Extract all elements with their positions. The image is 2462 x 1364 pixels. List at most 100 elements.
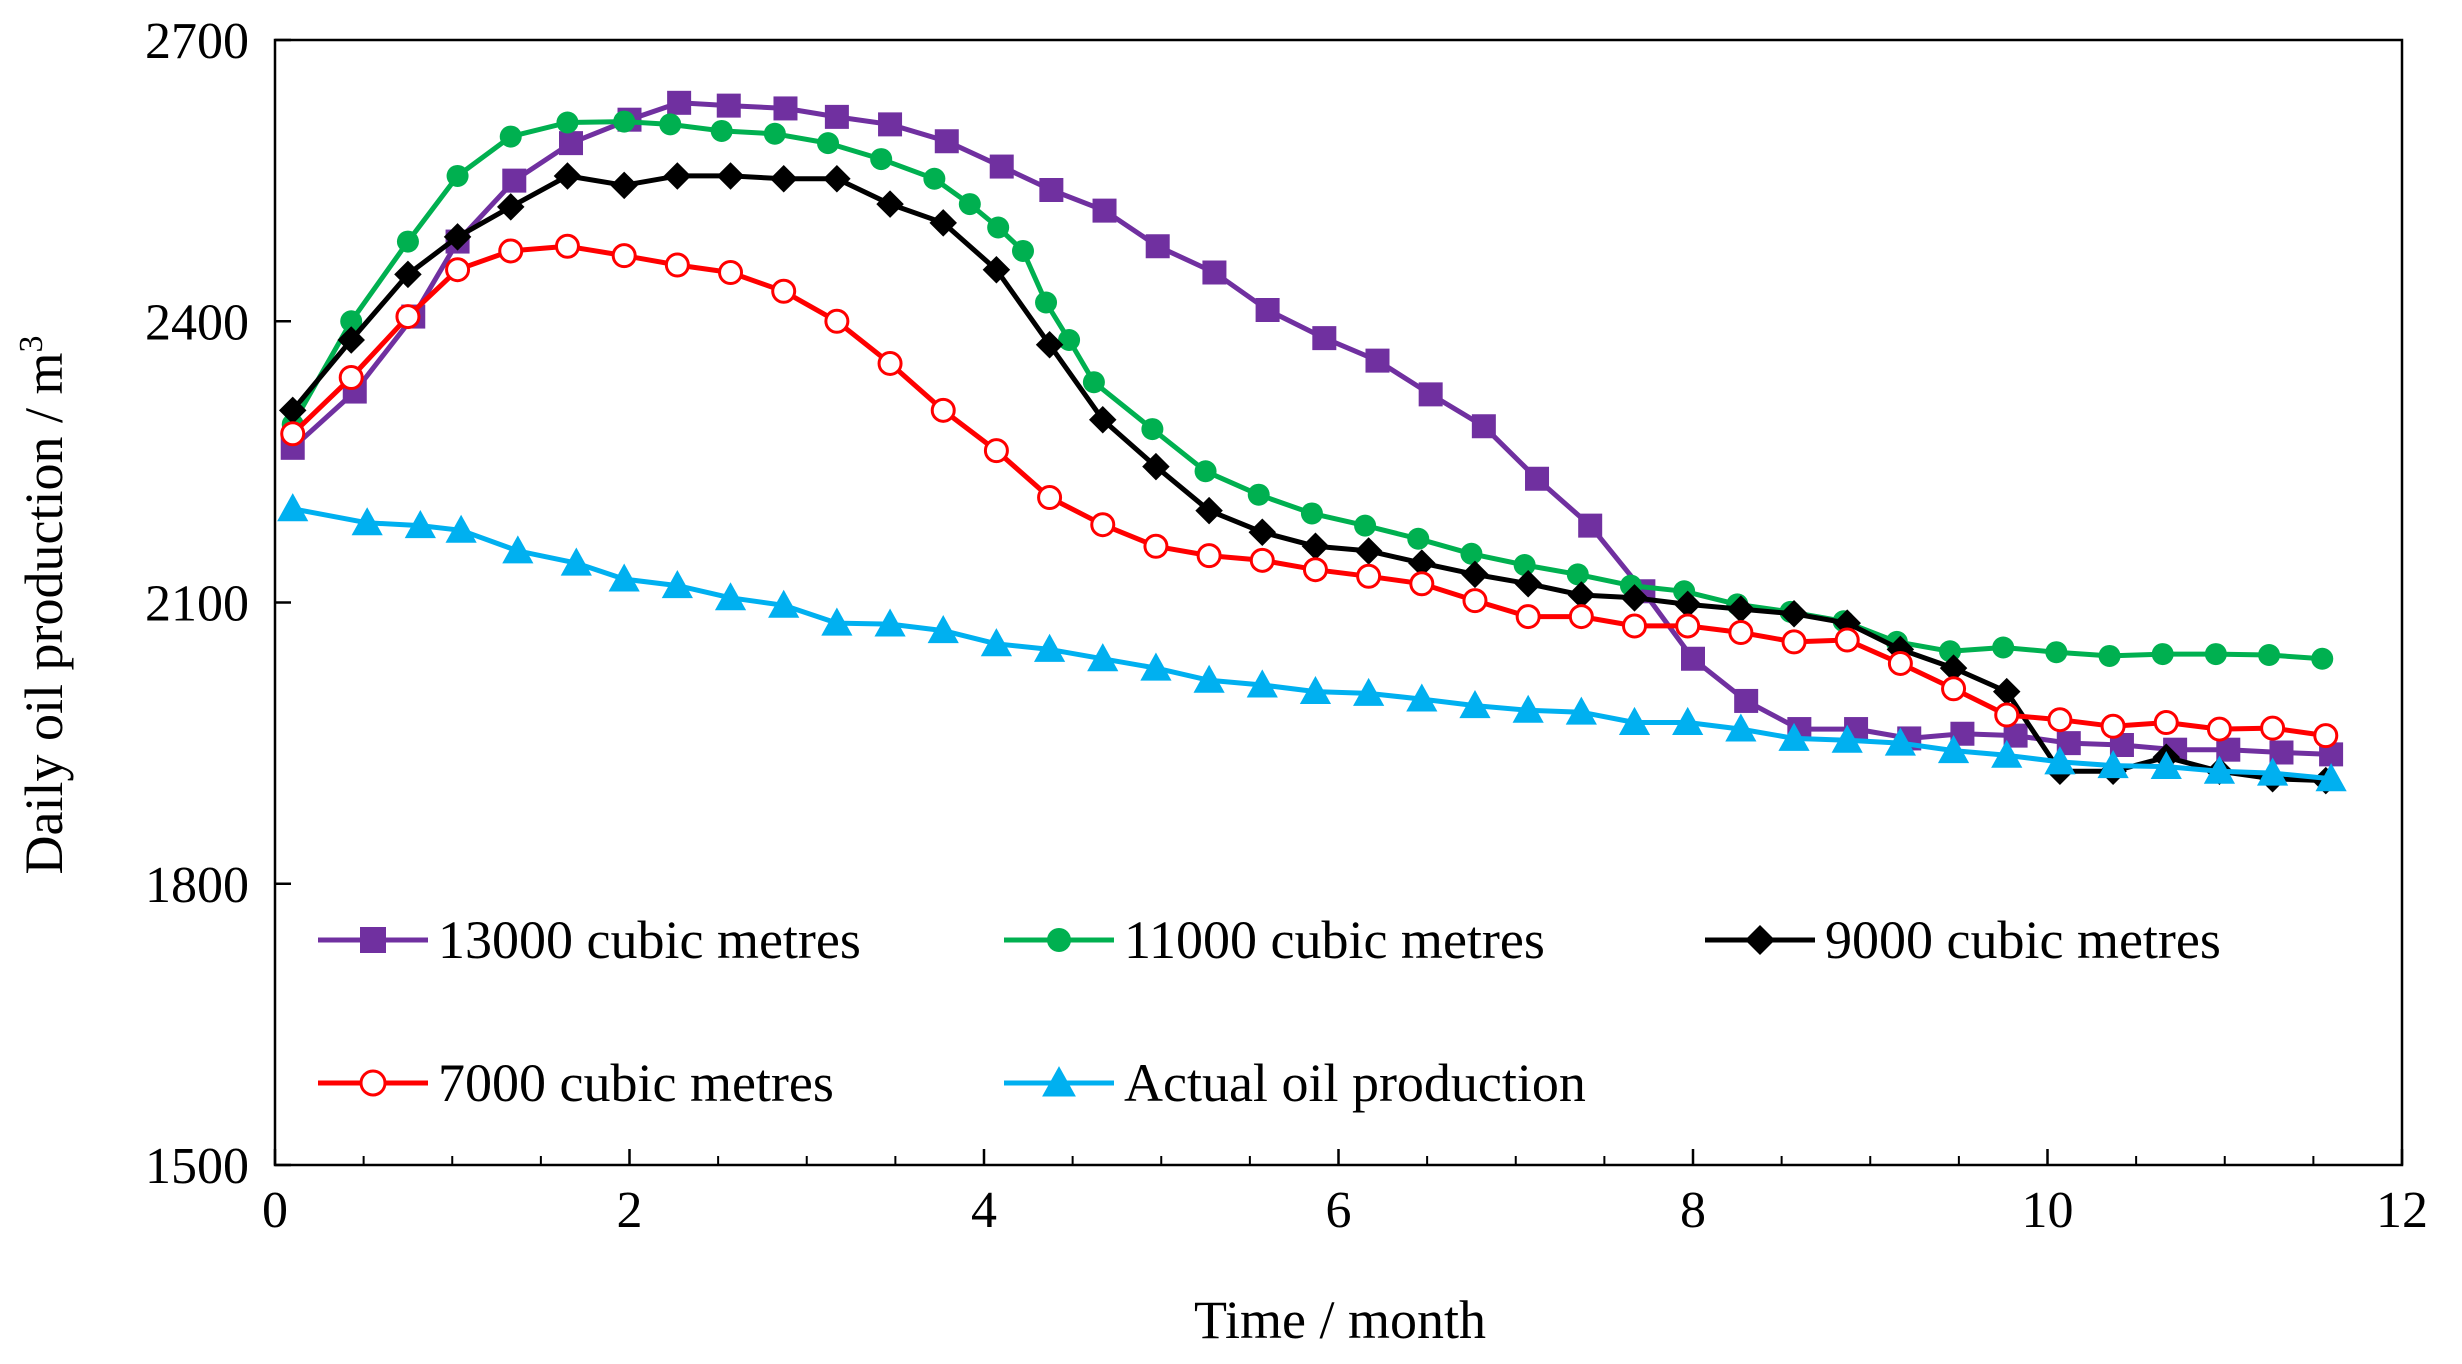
data-point-7000-cubic-metres xyxy=(1834,627,1860,653)
data-point-9000-cubic-metres xyxy=(1673,590,1702,619)
legend-label: Actual oil production xyxy=(1124,1053,1586,1113)
data-point-actual-oil-production xyxy=(2257,757,2289,786)
legend-marker xyxy=(359,1069,387,1097)
data-point-11000-cubic-metres xyxy=(1141,418,1164,441)
data-point-actual-oil-production xyxy=(2044,746,2076,775)
data-point-11000-cubic-metres xyxy=(446,164,469,187)
data-point-9000-cubic-metres xyxy=(663,162,692,190)
data-point-13000-cubic-metres xyxy=(1312,326,1337,351)
data-point-actual-oil-production xyxy=(1459,690,1491,719)
data-point-7000-cubic-metres xyxy=(1302,557,1328,583)
data-point-11000-cubic-metres xyxy=(396,230,419,253)
data-point-11000-cubic-metres xyxy=(1247,483,1270,506)
legend-label: 9000 cubic metres xyxy=(1825,910,2221,970)
data-point-9000-cubic-metres xyxy=(1939,654,1968,682)
data-point-13000-cubic-metres xyxy=(1681,646,1705,671)
data-point-7000-cubic-metres xyxy=(930,397,956,423)
legend-marker xyxy=(360,927,386,953)
data-point-7000-cubic-metres xyxy=(445,257,471,283)
data-point-11000-cubic-metres xyxy=(987,216,1010,239)
legend-label: 11000 cubic metres xyxy=(1124,910,1545,970)
data-point-actual-oil-production xyxy=(404,510,436,539)
data-point-11000-cubic-metres xyxy=(1194,460,1217,483)
data-point-actual-oil-production xyxy=(1831,724,1863,753)
data-point-9000-cubic-metres xyxy=(1780,600,1808,628)
data-point-9000-cubic-metres xyxy=(1301,532,1330,560)
data-point-9000-cubic-metres xyxy=(1992,677,2021,706)
data-point-7000-cubic-metres xyxy=(1037,485,1063,510)
y-tick-label: 1800 xyxy=(145,857,249,914)
data-point-13000-cubic-metres xyxy=(934,129,959,154)
data-point-11000-cubic-metres xyxy=(1058,329,1081,351)
data-point-7000-cubic-metres xyxy=(718,260,744,285)
data-point-9000-cubic-metres xyxy=(278,396,307,425)
data-point-11000-cubic-metres xyxy=(958,193,981,216)
data-point-13000-cubic-metres xyxy=(1578,513,1603,538)
data-point-13000-cubic-metres xyxy=(1734,688,1759,713)
x-tick-label: 12 xyxy=(2376,1182,2428,1239)
data-point-7000-cubic-metres xyxy=(1143,533,1169,559)
series-actual-oil-production xyxy=(277,493,2347,792)
data-point-11000-cubic-metres xyxy=(1354,514,1377,537)
data-point-9000-cubic-metres xyxy=(1408,549,1436,577)
data-point-7000-cubic-metres xyxy=(983,438,1009,464)
data-point-7000-cubic-metres xyxy=(1994,702,2020,728)
data-point-11000-cubic-metres xyxy=(2258,644,2281,666)
data-point-9000-cubic-metres xyxy=(982,255,1011,284)
data-point-9000-cubic-metres xyxy=(496,193,525,221)
data-point-9000-cubic-metres xyxy=(876,190,904,218)
legend-label: 13000 cubic metres xyxy=(438,910,861,970)
data-point-actual-oil-production xyxy=(1033,633,1066,662)
data-point-7000-cubic-metres xyxy=(1622,613,1648,639)
data-point-7000-cubic-metres xyxy=(771,278,797,304)
data-point-actual-oil-production xyxy=(351,507,383,536)
data-point-11000-cubic-metres xyxy=(613,110,636,133)
data-point-13000-cubic-metres xyxy=(1039,178,1064,202)
data-point-actual-oil-production xyxy=(560,547,592,576)
data-point-9000-cubic-metres xyxy=(1248,518,1277,546)
y-tick-label: 1500 xyxy=(145,1138,249,1195)
data-point-actual-oil-production xyxy=(821,607,853,636)
data-point-actual-oil-production xyxy=(1246,669,1278,698)
data-point-9000-cubic-metres xyxy=(443,223,472,251)
data-point-7000-cubic-metres xyxy=(1781,629,1807,655)
data-point-7000-cubic-metres xyxy=(554,233,580,259)
data-point-7000-cubic-metres xyxy=(2206,716,2232,742)
data-point-actual-oil-production xyxy=(661,570,693,599)
y-tick-label: 2100 xyxy=(145,576,249,633)
data-point-actual-oil-production xyxy=(1991,739,2023,768)
data-point-13000-cubic-metres xyxy=(1525,466,1550,491)
data-point-9000-cubic-metres xyxy=(610,171,638,200)
data-point-13000-cubic-metres xyxy=(1418,382,1443,407)
data-point-9000-cubic-metres xyxy=(1195,496,1223,525)
data-point-7000-cubic-metres xyxy=(338,365,364,390)
data-point-13000-cubic-metres xyxy=(989,154,1014,179)
legend-label: 7000 cubic metres xyxy=(438,1053,834,1113)
data-point-actual-oil-production xyxy=(768,589,800,618)
series-11000-cubic-metres xyxy=(281,110,2334,670)
data-point-11000-cubic-metres xyxy=(2204,643,2227,666)
data-point-actual-oil-production xyxy=(980,628,1013,657)
data-point-13000-cubic-metres xyxy=(502,168,527,193)
data-point-11000-cubic-metres xyxy=(1035,291,1058,314)
series-7000-cubic-metres xyxy=(280,233,2339,749)
data-point-7000-cubic-metres xyxy=(2047,707,2073,733)
data-point-actual-oil-production xyxy=(1884,727,1916,756)
data-point-7000-cubic-metres xyxy=(1941,676,1967,702)
x-tick-label: 2 xyxy=(617,1182,643,1239)
data-point-actual-oil-production xyxy=(1937,735,1970,764)
data-point-7000-cubic-metres xyxy=(1196,543,1222,569)
legend-entry-7000-cubic-metres: 7000 cubic metres xyxy=(318,1053,834,1113)
data-point-actual-oil-production xyxy=(2315,763,2347,792)
data-point-13000-cubic-metres xyxy=(1202,260,1227,285)
data-point-actual-oil-production xyxy=(1512,694,1544,723)
data-point-7000-cubic-metres xyxy=(1728,620,1754,645)
data-point-11000-cubic-metres xyxy=(1566,563,1589,586)
data-point-actual-oil-production xyxy=(445,514,477,543)
data-point-13000-cubic-metres xyxy=(1092,198,1117,223)
data-point-7000-cubic-metres xyxy=(1887,650,1913,676)
axis-ticks: 0 2 4 6 8 10 12 1500 1800 2100 2400 2700 xyxy=(145,13,2428,1239)
data-point-13000-cubic-metres xyxy=(1255,298,1280,322)
data-point-7000-cubic-metres xyxy=(664,252,690,278)
